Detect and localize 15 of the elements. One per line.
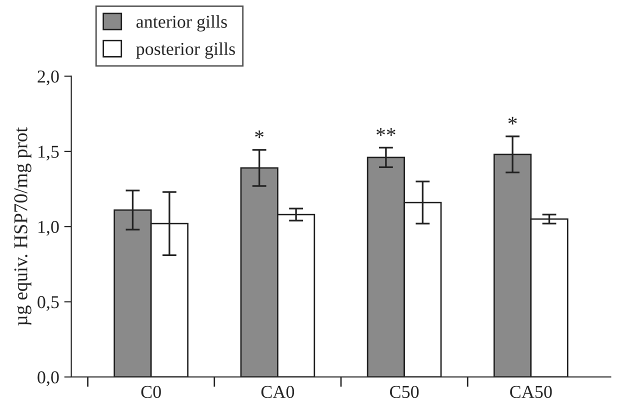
y-tick-label: 1,5 [38,146,59,160]
x-tick-label: C50 [390,386,419,398]
annotation: * [255,130,264,138]
annotation: ** [376,128,396,136]
y-tick-label: 0,0 [38,371,59,386]
y-tick-label: 2,0 [38,70,59,86]
y-tick-label: 0,5 [38,296,59,311]
legend-label: posterior gills [136,42,235,59]
y-axis-title: µg equiv. HSP70/mg prot [14,127,32,326]
x-tick-label: C0 [141,386,161,398]
y-tick-label: 1,0 [38,220,59,236]
annotation: * [508,116,517,125]
x-tick-label: CA50 [510,386,552,398]
x-tick-label: CA0 [261,386,294,398]
legend-label: anterior gills [136,15,227,32]
